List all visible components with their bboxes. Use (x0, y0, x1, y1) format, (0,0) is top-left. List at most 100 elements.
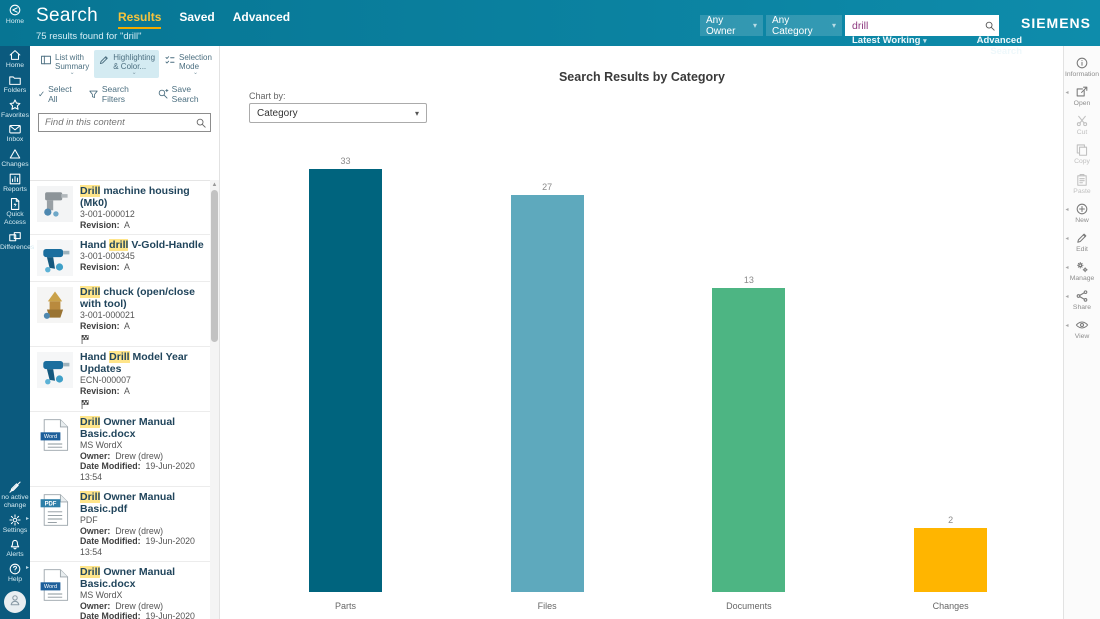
svg-text:PDF: PDF (45, 501, 57, 507)
new-icon (1064, 202, 1100, 217)
sidebar-item-changes[interactable]: Changes (0, 147, 30, 169)
result-list: Drill machine housing (Mk0) 3-001-000012 R… (30, 180, 219, 619)
caret-down-icon: ▾ (414, 108, 419, 118)
list-item[interactable]: Hand Drill Model Year Updates ECN-000007 R… (30, 347, 219, 412)
right-command-rail: Information ◂ Open Cut Copy Paste ◂ New ◂ Edit ◂ Ma… (1063, 46, 1100, 619)
help-icon (0, 562, 30, 576)
search-results-panel: List with Summary ⌄ Highlighting & Color.… (30, 46, 220, 619)
scroll-up-icon[interactable]: ▲ (211, 182, 218, 188)
left-navigation-rail: Home Folders Favorites Inbox Changes Reports Q… (0, 46, 34, 619)
chevron-left-icon: ◂ (1065, 206, 1069, 213)
chevron-left-icon: ◂ (1065, 235, 1069, 242)
results-toolbar-row1: List with Summary ⌄ Highlighting & Color.… (30, 46, 219, 80)
home-history-icon (0, 3, 30, 18)
list-summary-icon (40, 54, 52, 66)
manage-button[interactable]: ◂ Manage (1064, 260, 1100, 283)
copy-button: Copy (1064, 143, 1100, 166)
chevron-left-icon: ◂ (1065, 294, 1069, 301)
open-button[interactable]: ◂ Open (1064, 85, 1100, 108)
tab-results[interactable]: Results (118, 10, 162, 29)
sidebar-item-home-back[interactable]: Home (0, 3, 30, 26)
bar-documents[interactable] (712, 288, 786, 592)
selection-mode-button[interactable]: Selection Mode ⌄ (160, 50, 216, 78)
drill-machine-thumbnail (36, 185, 74, 223)
tab-advanced[interactable]: Advanced (232, 10, 291, 24)
siemens-logo: SIEMENS (1020, 15, 1091, 31)
list-item[interactable]: Drill chuck (open/close with tool) 3-001-… (30, 282, 219, 347)
word-thumbnail: Word (36, 566, 74, 604)
list-with-summary-button[interactable]: List with Summary ⌄ (36, 50, 93, 78)
chevron-left-icon: ◂ (1065, 90, 1069, 97)
chuck-thumbnail (36, 286, 74, 324)
information-button[interactable]: Information (1064, 56, 1100, 79)
list-item[interactable]: Hand drill V-Gold-Handle 3-001-000345 Revi… (30, 235, 219, 282)
sidebar-item-home[interactable]: Home (0, 48, 30, 70)
submenu-arrow-icon: ▸ (25, 565, 29, 572)
chart-by-select[interactable]: Category ▾ (249, 103, 427, 123)
bar-files[interactable] (510, 195, 584, 592)
cut-icon (1064, 114, 1100, 129)
gear-icon (0, 513, 30, 527)
sidebar-item-alerts[interactable]: Alerts (0, 537, 30, 559)
reports-icon (0, 172, 30, 186)
search-icon[interactable] (192, 117, 210, 129)
person-icon (8, 593, 22, 611)
sidebar-item-favorites[interactable]: Favorites (0, 98, 30, 120)
list-item[interactable]: Drill machine housing (Mk0) 3-001-000012 R… (30, 181, 219, 235)
open-icon (1064, 85, 1100, 100)
checkered-flag-icon (80, 397, 205, 409)
select-all-button[interactable]: ✓ Select All (38, 84, 72, 105)
submenu-arrow-icon: ▸ (25, 515, 29, 522)
advanced-search-link[interactable]: Advanced Search (976, 35, 1022, 57)
pdf-thumbnail: PDF (36, 491, 74, 529)
item-title: Drill chuck (open/close with tool) (80, 286, 195, 310)
global-search-input[interactable] (845, 19, 981, 32)
search-filters-button[interactable]: Search Filters (88, 84, 147, 104)
chart-by-label: Chart by: (249, 91, 286, 101)
sidebar-item-help[interactable]: Help ▸ (0, 562, 30, 584)
highlighting-color-button[interactable]: Highlighting & Color... ⌄ (94, 50, 160, 79)
inbox-icon (0, 122, 30, 136)
list-item[interactable]: Word Drill Owner Manual Basic.docx MS Word… (30, 412, 219, 487)
app-header: Home Search Results Saved Advanced 75 resu… (0, 0, 1100, 57)
sidebar-item-reports[interactable]: Reports (0, 172, 30, 194)
sidebar-item-folders[interactable]: Folders (0, 73, 30, 95)
bar-category-label: Parts (334, 601, 356, 611)
edit-button[interactable]: ◂ Edit (1064, 231, 1100, 254)
share-button[interactable]: ◂ Share (1064, 289, 1100, 312)
search-icon[interactable] (981, 20, 999, 32)
sidebar-item-quick-access[interactable]: Quick Access (0, 197, 30, 227)
item-title: Drill Owner Manual Basic.docx (80, 416, 176, 440)
sidebar-item-settings[interactable]: Settings ▸ (0, 513, 30, 535)
sidebar-item-no-active-change[interactable]: no active change (0, 480, 30, 510)
bell-icon (0, 537, 30, 551)
chart-title: Search Results by Category (558, 70, 726, 84)
owner-filter-select[interactable]: Any Owner ▾ (700, 15, 763, 37)
paste-icon (1064, 173, 1100, 188)
edit-icon (1064, 231, 1100, 246)
bar-parts[interactable] (309, 169, 382, 592)
search-scope-menu[interactable]: Latest Working ▾ (852, 35, 927, 46)
bar-changes[interactable] (914, 528, 988, 592)
selection-mode-icon (164, 54, 176, 66)
sidebar-item-inbox[interactable]: Inbox (0, 122, 30, 144)
list-scrollbar[interactable]: ▲ (210, 180, 219, 619)
chevron-down-icon: ▾ (752, 21, 757, 30)
list-item[interactable]: PDF Drill Owner Manual Basic.pdf PDF Owner:… (30, 487, 219, 562)
category-filter-select[interactable]: Any Category ▾ (766, 15, 842, 37)
item-title: Hand drill V-Gold-Handle (80, 239, 204, 251)
user-avatar[interactable] (4, 591, 26, 613)
find-in-content-input[interactable] (39, 117, 192, 129)
differences-icon (0, 230, 30, 244)
no-active-change-icon (0, 480, 30, 494)
sidebar-item-differences[interactable]: Differences (0, 230, 34, 252)
global-search-box (845, 15, 999, 36)
bar-category-label: Files (537, 601, 557, 611)
scrollbar-thumb[interactable] (211, 190, 218, 342)
tab-saved[interactable]: Saved (179, 10, 215, 24)
view-button[interactable]: ◂ View (1064, 318, 1100, 341)
new-button[interactable]: ◂ New (1064, 202, 1100, 225)
list-item[interactable]: Word Drill Owner Manual Basic.docx MS Word… (30, 562, 219, 619)
save-search-button[interactable]: Save Search (157, 84, 213, 104)
drill-blue-thumbnail (36, 351, 74, 389)
